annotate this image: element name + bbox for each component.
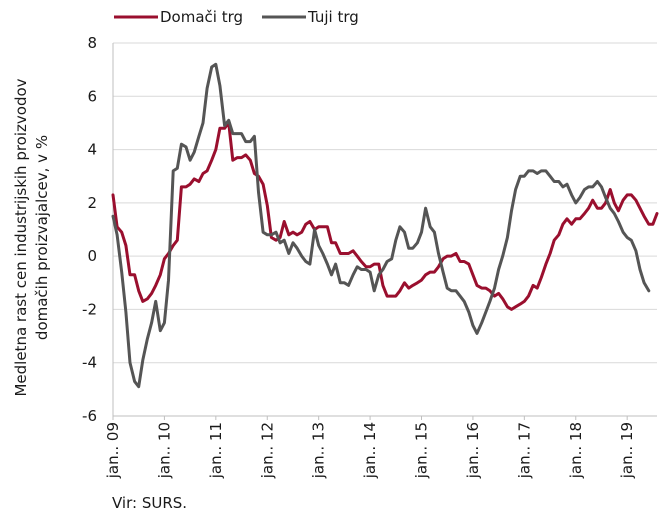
x-axis-ticks: jan.. 09 jan.. 10 jan.. 11 jan.. 12 jan.. 13… xyxy=(104,416,636,479)
x-tick-label: jan.. 15 xyxy=(413,422,431,479)
y-axis-label-line: Medletna rast cen industrijskih proizvod… xyxy=(12,78,30,396)
y-axis-ticks: -6 -4 -2 0 2 4 6 8 xyxy=(82,34,97,425)
x-tick-label: jan.. 09 xyxy=(104,422,122,479)
y-tick-label: 4 xyxy=(87,141,97,159)
y-tick-label: 6 xyxy=(87,87,97,105)
chart-series xyxy=(111,62,659,389)
y-tick-label: -2 xyxy=(82,300,97,318)
y-tick-label: 8 xyxy=(87,34,97,52)
series-line-1 xyxy=(111,121,659,311)
x-tick-label: jan.. 14 xyxy=(361,422,379,479)
source-note: Vir: SURS. xyxy=(112,494,187,512)
y-tick-label: -4 xyxy=(82,354,97,372)
chart-legend: Domači trg Tuji trg xyxy=(114,8,359,26)
legend-label: Domači trg xyxy=(160,8,243,26)
series-line-2 xyxy=(111,62,651,389)
y-tick-label: 2 xyxy=(87,194,97,212)
x-tick-label: jan.. 17 xyxy=(515,422,533,479)
y-tick-label: -6 xyxy=(82,407,97,425)
x-tick-label: jan.. 18 xyxy=(567,422,585,479)
x-tick-label: jan.. 12 xyxy=(258,422,276,479)
y-axis-label-line: domačih proizvajalcev, v % xyxy=(33,135,51,340)
chart-grid xyxy=(112,42,657,417)
x-tick-label: jan.. 10 xyxy=(155,422,173,479)
x-tick-label: jan.. 13 xyxy=(310,422,328,479)
y-axis-label: Medletna rast cen industrijskih proizvod… xyxy=(12,78,51,396)
y-tick-label: 0 xyxy=(87,247,97,265)
x-tick-label: jan.. 16 xyxy=(464,422,482,479)
x-tick-label: jan.. 11 xyxy=(207,422,225,479)
x-tick-label: jan.. 19 xyxy=(618,422,636,479)
legend-label: Tuji trg xyxy=(307,8,359,26)
